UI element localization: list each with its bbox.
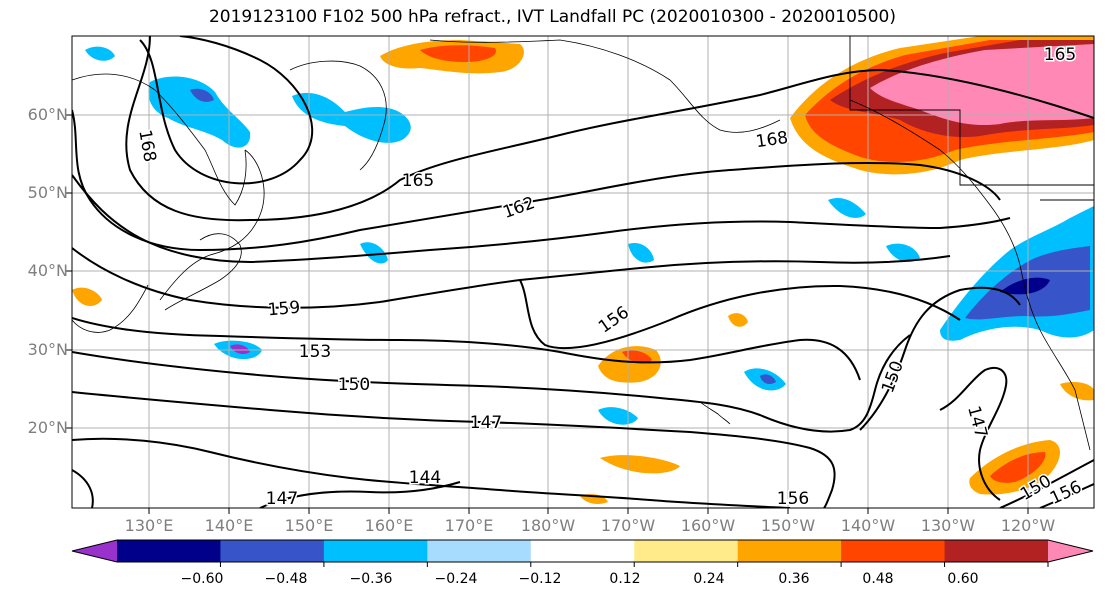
contour-label: 168: [134, 128, 159, 163]
height-contours: [72, 36, 1094, 508]
colorbar-swatch: [530, 540, 635, 562]
contour-label: 165: [1044, 45, 1076, 65]
contour-label: 144: [409, 468, 441, 488]
colorbar-tick-label: 0.48: [862, 571, 894, 587]
colorbar-swatch: [117, 540, 221, 562]
contour-label: 159: [267, 298, 301, 321]
lat-label-20n: 20°N: [27, 418, 68, 437]
lat-label-50n: 50°N: [27, 183, 68, 202]
colorbar-tick-label: 0.60: [947, 571, 979, 587]
lon-label-160e: 160°E: [364, 516, 414, 535]
contour-label: 156: [777, 489, 809, 509]
colorbar-swatch: [737, 540, 842, 562]
lon-label-180w: 180°W: [520, 516, 576, 535]
contour-label: 168: [755, 128, 790, 152]
lon-label-130w: 130°W: [920, 516, 976, 535]
lon-label-130e: 130°E: [124, 516, 174, 535]
colorbar-tick-label: −0.60: [180, 571, 224, 587]
lat-label-40n: 40°N: [27, 261, 68, 280]
colorbar-swatch: [323, 540, 428, 562]
colorbar-tick-label: −0.36: [349, 571, 393, 587]
colorbar-tick-label: 0.24: [693, 571, 725, 587]
contour-label: 153: [299, 342, 331, 362]
lon-label-170w: 170°W: [600, 516, 656, 535]
map-frame: [71, 35, 1095, 509]
positive-region-alaska-peak: [870, 44, 1094, 126]
colorbar-tick-label: 0.36: [778, 571, 810, 587]
colorbar-tick-label: 0.12: [609, 571, 641, 587]
colorbar: [71, 539, 1094, 567]
colorbar-tick-label: −0.48: [264, 571, 308, 587]
lat-label-60n: 60°N: [27, 105, 68, 124]
lon-label-140e: 140°E: [204, 516, 254, 535]
colorbar-tick-label: −0.12: [518, 571, 562, 587]
lon-label-120w: 120°W: [1000, 516, 1056, 535]
lat-label-30n: 30°N: [27, 340, 68, 359]
colorbar-swatch: [944, 540, 1049, 562]
lon-label-160w: 160°W: [680, 516, 736, 535]
contour-label: 150: [338, 375, 370, 395]
lon-label-170e: 170°E: [444, 516, 494, 535]
negative-region-okhotsk: [148, 76, 251, 148]
lon-label-150e: 150°E: [284, 516, 334, 535]
colorbar-tick-label: −0.24: [434, 571, 478, 587]
colorbar-swatch: [841, 540, 946, 562]
colorbar-extend-min: [72, 540, 117, 562]
contour-label: 147: [470, 413, 502, 433]
colorbar-swatch: [427, 540, 532, 562]
chart-title: 2019123100 F102 500 hPa refract., IVT La…: [208, 7, 896, 27]
axis-ticks: [66, 114, 1029, 514]
contour-label: 165: [402, 171, 434, 191]
lon-label-140w: 140°W: [840, 516, 896, 535]
colorbar-swatch: [634, 540, 739, 562]
contour-label: 147: [266, 489, 298, 509]
coastlines: [72, 36, 1094, 451]
lon-label-150w: 150°W: [760, 516, 816, 535]
colorbar-swatch: [220, 540, 325, 562]
colorbar-outline: [71, 539, 1094, 563]
colorbar-extend-max: [1048, 540, 1093, 562]
